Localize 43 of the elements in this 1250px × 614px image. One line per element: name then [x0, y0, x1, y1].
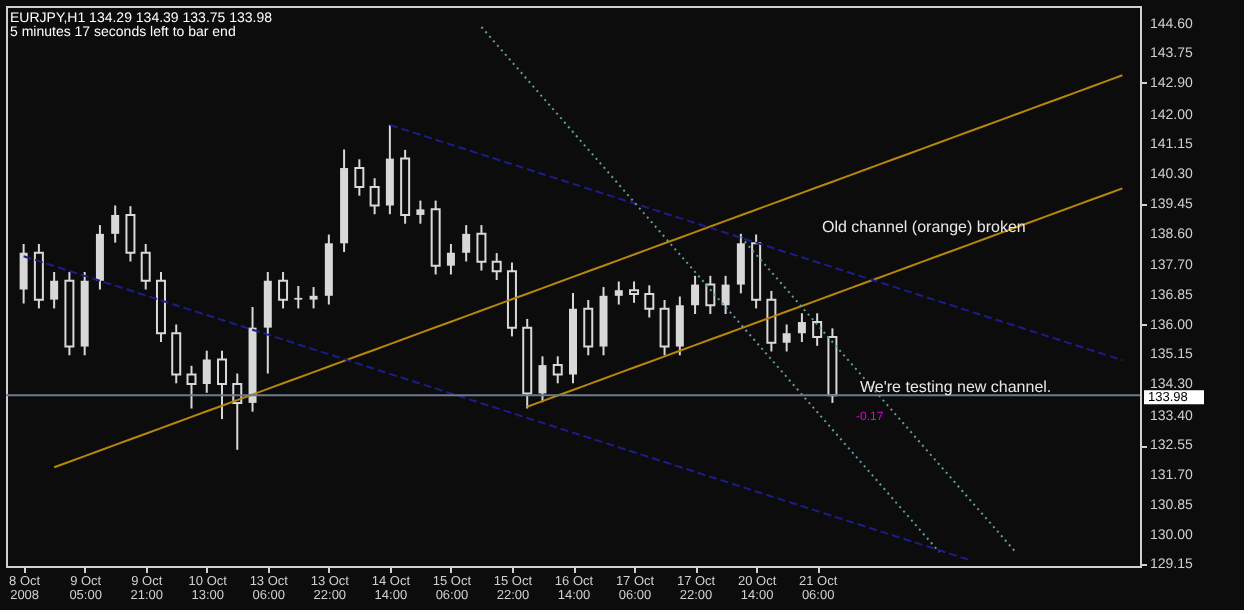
candlestick — [33, 243, 44, 310]
annotation: We're testing new channel. — [860, 378, 1052, 396]
candlestick — [217, 349, 228, 420]
candlestick — [294, 285, 303, 310]
candlestick — [446, 243, 455, 276]
candlestick — [812, 312, 823, 347]
candlestick — [491, 252, 502, 282]
candlestick — [583, 299, 594, 357]
candlestick — [705, 274, 716, 315]
candlestick — [614, 280, 623, 306]
candlestick — [644, 284, 655, 319]
candlestick — [797, 312, 806, 343]
candlestick — [111, 204, 120, 244]
candlestick — [369, 177, 380, 216]
candlestick — [766, 289, 777, 353]
candlestick — [462, 224, 471, 263]
line-series — [53, 74, 1124, 469]
candlestick — [736, 232, 745, 295]
line-series — [388, 124, 1124, 362]
candlestick — [659, 299, 670, 357]
candlestick — [675, 295, 684, 357]
candlestick — [95, 224, 104, 291]
line-series — [526, 187, 1124, 408]
candlestick — [416, 199, 425, 225]
candlestick — [278, 271, 289, 310]
candlestick — [782, 323, 791, 353]
candlestick — [186, 364, 197, 410]
candlestick — [629, 280, 640, 304]
candlestick — [202, 349, 211, 394]
candlestick — [385, 124, 394, 216]
candlestick — [538, 355, 547, 404]
candlestick — [140, 243, 151, 291]
candlestick — [721, 274, 730, 315]
candlestick — [691, 274, 700, 315]
candlestick — [50, 271, 59, 310]
candlestick — [19, 243, 28, 305]
candlestick — [171, 323, 182, 385]
candlestick — [263, 271, 272, 375]
candlestick — [354, 158, 365, 197]
candlestick — [552, 355, 563, 385]
candlestick — [476, 224, 487, 272]
candlestick — [309, 286, 318, 310]
candlestick — [125, 205, 136, 263]
